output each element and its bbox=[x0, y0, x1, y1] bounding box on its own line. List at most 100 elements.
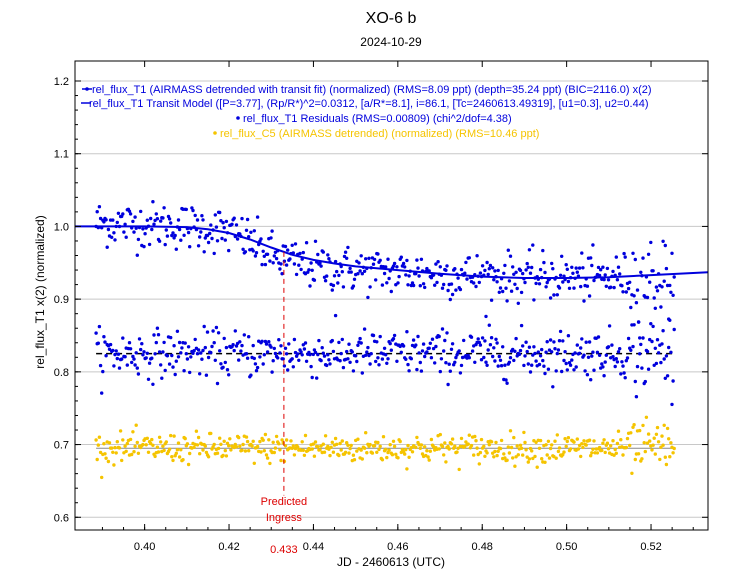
series-3-point bbox=[499, 438, 504, 443]
series-3-point bbox=[601, 441, 605, 445]
series-3-point bbox=[194, 429, 199, 433]
series-0-point bbox=[654, 285, 659, 289]
series-0-point bbox=[419, 257, 424, 261]
series-3-point bbox=[651, 443, 655, 447]
series-2-point bbox=[431, 346, 436, 351]
series-0-point bbox=[116, 211, 121, 215]
series-3-point bbox=[466, 442, 470, 446]
series-2-point bbox=[629, 348, 633, 352]
series-0-point bbox=[209, 223, 213, 227]
series-2-point bbox=[488, 343, 493, 347]
series-2-point bbox=[245, 356, 250, 360]
series-2-point bbox=[377, 363, 381, 367]
series-3-point bbox=[291, 444, 295, 448]
series-2-point bbox=[385, 361, 389, 365]
series-2-point bbox=[602, 374, 606, 378]
series-0-point bbox=[232, 216, 236, 220]
series-2-point bbox=[572, 368, 576, 372]
series-2-point bbox=[421, 342, 426, 346]
series-0-point bbox=[336, 281, 340, 285]
series-2-point bbox=[610, 343, 614, 347]
series-2-point bbox=[172, 344, 176, 348]
series-2-point bbox=[279, 344, 283, 348]
series-2-point bbox=[552, 340, 556, 344]
series-0-point bbox=[190, 206, 194, 210]
series-3-point bbox=[589, 454, 593, 458]
series-0-point bbox=[221, 221, 225, 225]
series-0-point bbox=[299, 267, 303, 272]
series-0-point bbox=[486, 272, 490, 277]
series-0-point bbox=[448, 297, 452, 302]
series-2-point bbox=[492, 346, 496, 350]
series-3-point bbox=[351, 453, 356, 457]
series-3-point bbox=[667, 437, 671, 441]
series-0-point bbox=[577, 266, 582, 270]
series-3-point bbox=[584, 443, 588, 447]
series-0-point bbox=[184, 207, 188, 212]
series-0-point bbox=[392, 261, 397, 266]
series-3-point bbox=[654, 432, 659, 436]
series-3-point bbox=[229, 448, 233, 452]
series-3-point bbox=[244, 435, 249, 439]
series-2-point bbox=[317, 338, 321, 343]
series-2-point bbox=[650, 339, 654, 344]
series-0-point bbox=[270, 229, 274, 233]
series-3-point bbox=[656, 440, 661, 444]
series-0-point bbox=[95, 210, 99, 214]
series-2-point bbox=[260, 339, 264, 343]
series-2-point bbox=[523, 354, 527, 358]
series-3-point bbox=[278, 448, 282, 452]
series-0-point bbox=[450, 292, 455, 297]
series-0-point bbox=[212, 251, 216, 256]
series-2-point bbox=[121, 336, 125, 340]
series-0-point bbox=[475, 254, 479, 258]
series-3-point bbox=[489, 440, 494, 444]
series-3-point bbox=[403, 452, 407, 456]
series-2-point bbox=[192, 349, 196, 353]
series-3-point bbox=[625, 436, 630, 441]
series-0-point bbox=[496, 268, 500, 273]
series-2-point bbox=[291, 365, 295, 369]
series-0-point bbox=[349, 270, 353, 274]
series-3-point bbox=[652, 436, 656, 440]
series-0-point bbox=[142, 244, 146, 249]
series-2-point bbox=[392, 333, 397, 338]
series-2-point bbox=[453, 360, 457, 364]
series-0-point bbox=[345, 256, 349, 260]
series-2-point bbox=[482, 355, 486, 360]
series-2-point bbox=[320, 346, 324, 350]
series-2-point bbox=[267, 340, 271, 344]
series-2-point bbox=[419, 369, 424, 373]
series-2-point bbox=[340, 337, 344, 342]
series-2-point bbox=[621, 364, 625, 368]
series-0-point bbox=[195, 218, 200, 222]
y-tick-label-0: 0.6 bbox=[54, 512, 69, 524]
series-0-point bbox=[220, 236, 224, 241]
series-2-point bbox=[430, 337, 435, 341]
series-3-point bbox=[302, 453, 307, 457]
series-0-point bbox=[628, 280, 632, 284]
series-3-point bbox=[264, 453, 269, 457]
series-3-point bbox=[156, 450, 161, 454]
series-2-point bbox=[231, 343, 235, 347]
series-3-point bbox=[580, 442, 584, 446]
series-3-point bbox=[175, 448, 180, 452]
series-0-point bbox=[374, 278, 378, 282]
series-3-point bbox=[655, 425, 660, 430]
series-3-point bbox=[477, 462, 481, 466]
series-2-point bbox=[641, 336, 645, 340]
series-3-point bbox=[227, 444, 231, 448]
series-2-point bbox=[505, 381, 509, 385]
series-0-point bbox=[464, 260, 468, 265]
series-0-point bbox=[485, 260, 489, 265]
series-2-point bbox=[254, 369, 259, 373]
series-3-point bbox=[117, 446, 122, 450]
series-2-point bbox=[546, 367, 551, 371]
series-0-point bbox=[131, 219, 135, 224]
series-0-point bbox=[659, 305, 663, 309]
series-3-point bbox=[605, 441, 610, 445]
series-3-point bbox=[547, 456, 552, 460]
series-3-point bbox=[183, 436, 187, 441]
series-3-point bbox=[511, 456, 515, 460]
series-2-point bbox=[281, 357, 285, 361]
